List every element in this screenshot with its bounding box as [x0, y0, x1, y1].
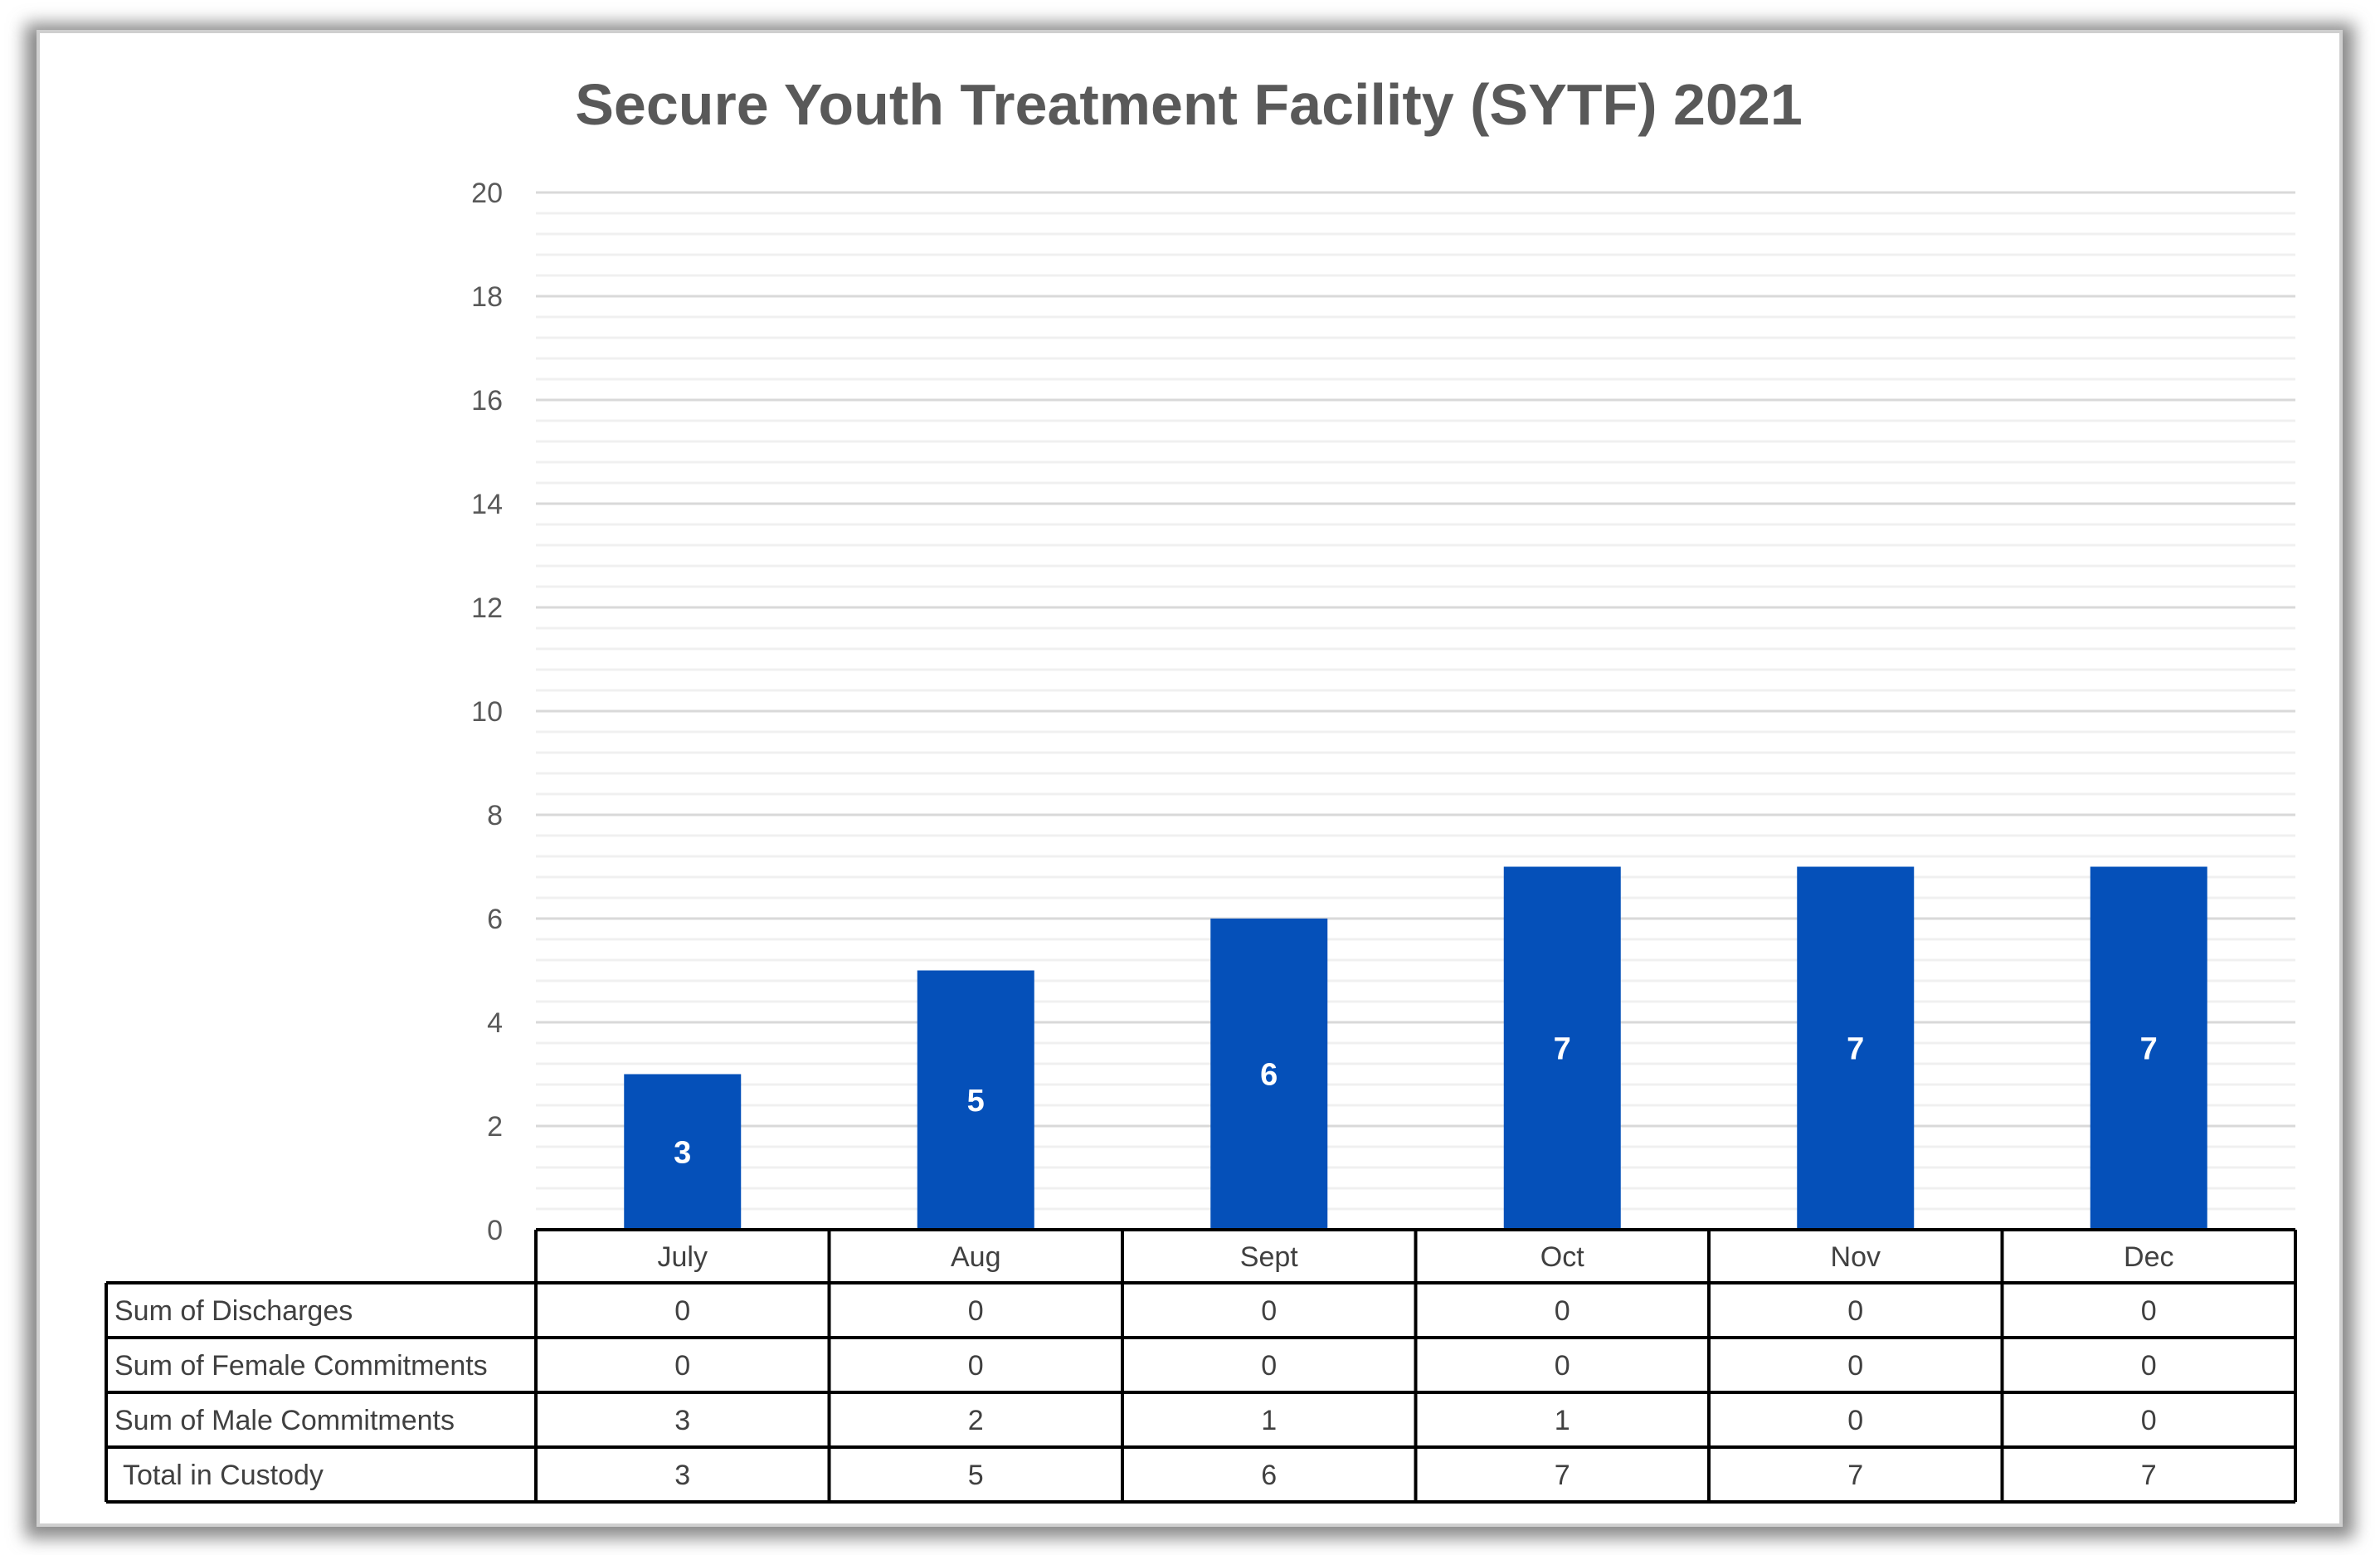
y-tick-label: 10 — [471, 696, 503, 728]
table-cell: 2 — [968, 1405, 984, 1436]
bar — [917, 970, 1034, 1230]
table-cell: 0 — [1261, 1350, 1277, 1382]
table-cell: 0 — [1847, 1405, 1863, 1436]
bar — [1210, 919, 1328, 1230]
y-tick-label: 16 — [471, 385, 503, 417]
bar — [1797, 866, 1915, 1230]
bar — [1503, 866, 1621, 1230]
table-row-label: Sum of Male Commitments — [114, 1405, 455, 1436]
y-tick-label: 4 — [487, 1007, 503, 1039]
bars: 3 5 6 7 7 7 — [624, 866, 2207, 1230]
y-tick-label: 20 — [471, 178, 503, 209]
table-cell: 7 — [1847, 1460, 1863, 1491]
chart-panel — [37, 30, 2343, 1527]
table-row-label: Total in Custody — [123, 1460, 324, 1491]
table-cell: 0 — [968, 1295, 984, 1327]
table-cell: 0 — [674, 1295, 690, 1327]
bar-data-label: 6 — [1260, 1058, 1278, 1093]
bar — [624, 1074, 742, 1230]
data-table: July Aug Sept Oct Nov Dec Sum of Discharges 0 0 0… — [105, 1228, 2297, 1504]
table-cell: 3 — [674, 1405, 690, 1436]
table-cell: 0 — [1555, 1295, 1570, 1327]
table-cell: 0 — [2141, 1405, 2157, 1436]
y-tick-label: 0 — [487, 1215, 503, 1246]
y-tick-label: 14 — [471, 489, 503, 520]
bar-data-label: 7 — [1847, 1031, 1864, 1066]
table-cell: 0 — [2141, 1350, 2157, 1382]
bar-data-label: 5 — [967, 1084, 985, 1119]
y-tick-label: 12 — [471, 592, 503, 624]
x-category-label: Oct — [1540, 1241, 1584, 1273]
table-row-label: Sum of Female Commitments — [114, 1350, 488, 1382]
bar-data-label: 7 — [2140, 1031, 2158, 1066]
table-row-label: Sum of Discharges — [114, 1295, 353, 1327]
table-cell: 0 — [1261, 1295, 1277, 1327]
table-cell: 5 — [968, 1460, 984, 1491]
bar — [2090, 866, 2207, 1230]
table-cell: 7 — [2141, 1460, 2157, 1491]
x-category-label: July — [658, 1241, 708, 1273]
y-tick-label: 18 — [471, 281, 503, 313]
table-cell: 0 — [1847, 1350, 1863, 1382]
y-tick-label: 6 — [487, 904, 503, 935]
x-category-label: Dec — [2124, 1241, 2173, 1273]
x-category-label: Nov — [1831, 1241, 1881, 1273]
chart-title: Secure Youth Treatment Facility (SYTF) 2… — [575, 72, 1803, 137]
table-cell: 7 — [1555, 1460, 1570, 1491]
table-cell: 0 — [1847, 1295, 1863, 1327]
x-category-label: Sept — [1240, 1241, 1298, 1273]
y-axis: 0 2 4 6 8 10 12 14 16 18 20 — [471, 178, 503, 1246]
table-cell: 0 — [2141, 1295, 2157, 1327]
y-tick-label: 2 — [487, 1111, 503, 1143]
table-cell: 0 — [674, 1350, 690, 1382]
y-tick-label: 8 — [487, 800, 503, 831]
table-cell: 0 — [1555, 1350, 1570, 1382]
gridlines — [536, 191, 2295, 1211]
table-cell: 1 — [1555, 1405, 1570, 1436]
x-category-label: Aug — [951, 1241, 1001, 1273]
bar-data-label: 3 — [674, 1135, 691, 1170]
bar-data-label: 7 — [1554, 1031, 1571, 1066]
table-cell: 3 — [674, 1460, 690, 1491]
table-cell: 1 — [1261, 1405, 1277, 1436]
table-cell: 6 — [1261, 1460, 1277, 1491]
table-cell: 0 — [968, 1350, 984, 1382]
